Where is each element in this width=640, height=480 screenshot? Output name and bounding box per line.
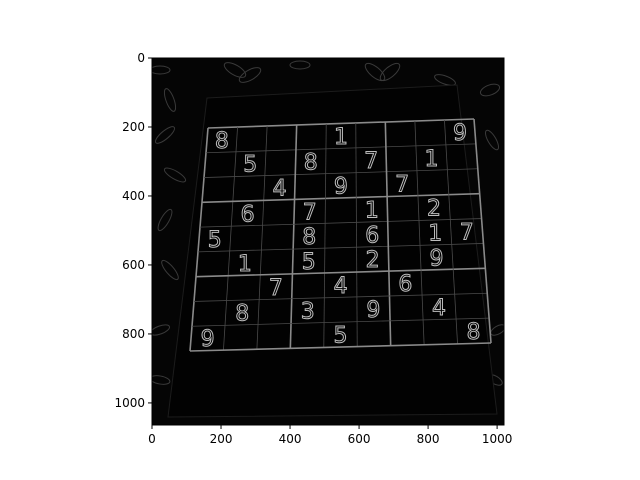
sudoku-digit: 3: [301, 300, 315, 325]
axes-frame: [151, 57, 505, 426]
sudoku-digit: 1: [425, 147, 439, 172]
y-tick-label: 0: [137, 51, 145, 65]
sudoku-digit: 9: [453, 121, 467, 146]
sudoku-digit: 7: [269, 276, 283, 301]
x-tick-label: 400: [279, 432, 302, 446]
y-tick-label: 1000: [114, 396, 145, 410]
sudoku-digit: 8: [235, 301, 249, 326]
sudoku-digit: 5: [302, 250, 316, 275]
grid-horizontal-line: [201, 192, 480, 204]
grid-horizontal-line: [199, 218, 482, 228]
grid-horizontal-line: [193, 292, 488, 302]
sudoku-digit: 4: [432, 296, 446, 321]
sudoku-digit: 2: [366, 248, 380, 273]
grid-vertical-line: [384, 121, 392, 346]
y-tick-label: 200: [122, 120, 145, 134]
sudoku-digit: 7: [303, 200, 317, 225]
y-tick-label: 400: [122, 189, 145, 203]
y-axis: 0 200 400 600 800 1000: [114, 51, 152, 410]
edge-detected-photo: 8 1 95 8 7 14 9 76 7 1 25 8 6 1 71 5 2 97 4 68 3 9 49 5 8: [152, 58, 504, 425]
sudoku-digits: 8 1 95 8 7 14 9 76 7 1 25 8 6 1 71 5 2 97 4 68 3 9 49 5 8: [200, 120, 481, 352]
sudoku-digit: 7: [460, 220, 474, 245]
sudoku-digit: 9: [201, 327, 215, 352]
sudoku-digit: 5: [208, 228, 222, 253]
grid-vertical-line: [223, 126, 238, 351]
y-tick-label: 800: [122, 327, 145, 341]
grid-vertical-line: [289, 124, 298, 349]
grid-horizontal-line: [203, 168, 478, 178]
grid-vertical-line: [444, 119, 458, 344]
sudoku-digit: 8: [466, 320, 480, 345]
grid-vertical-line: [355, 122, 358, 347]
sudoku-digit: 1: [365, 198, 379, 223]
grid-vertical-line: [473, 118, 492, 344]
grid-horizontal-line: [189, 342, 492, 352]
x-tick-label: 1000: [482, 432, 513, 446]
sudoku-digit: 9: [366, 298, 380, 323]
paper-outline: [167, 84, 498, 418]
sudoku-digit: 4: [334, 274, 348, 299]
sudoku-digit: 9: [429, 246, 443, 271]
sudoku-digit: 6: [365, 223, 379, 248]
x-tick-label: 0: [148, 432, 156, 446]
sudoku-digit: 1: [428, 221, 442, 246]
sudoku-digit: 5: [243, 153, 257, 178]
sudoku-digit: 7: [395, 173, 409, 198]
sudoku-digit: 1: [334, 125, 348, 150]
sudoku-digit: 7: [364, 149, 378, 174]
grid-vertical-line: [414, 120, 425, 345]
sudoku-grid: [189, 118, 492, 352]
sudoku-digit: 5: [334, 324, 348, 349]
y-tick-label: 600: [122, 258, 145, 272]
grid-vertical-line: [189, 127, 209, 352]
sudoku-digit: 8: [302, 225, 316, 250]
grid-vertical-line: [323, 123, 327, 348]
sudoku-digit: 4: [273, 177, 287, 202]
x-tick-label: 800: [417, 432, 440, 446]
sudoku-digit: 2: [427, 197, 441, 222]
sudoku-digit: 6: [398, 272, 412, 297]
grid-horizontal-line: [205, 143, 476, 154]
grid-vertical-line: [256, 125, 268, 350]
sudoku-digit: 8: [215, 129, 229, 154]
sudoku-digit: 6: [241, 202, 255, 227]
grid-horizontal-line: [207, 118, 475, 129]
x-tick-label: 200: [210, 432, 233, 446]
grid-horizontal-line: [197, 243, 484, 253]
grid-horizontal-line: [195, 267, 486, 278]
sudoku-digit: 1: [238, 252, 252, 277]
sudoku-digit: 9: [334, 175, 348, 200]
x-axis: 0 200 400 600 800 1000: [148, 425, 512, 446]
grid-horizontal-line: [191, 317, 490, 327]
sudoku-digit: 8: [304, 151, 318, 176]
x-tick-label: 600: [348, 432, 371, 446]
